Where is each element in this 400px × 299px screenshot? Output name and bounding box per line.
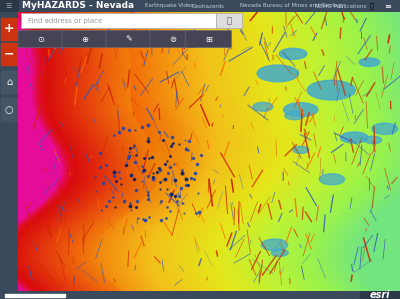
FancyBboxPatch shape [2, 71, 16, 93]
Ellipse shape [293, 147, 309, 153]
Ellipse shape [340, 132, 368, 143]
Text: MyHAZARDS - Nevada: MyHAZARDS - Nevada [22, 1, 134, 10]
Text: Earthquake Video: Earthquake Video [145, 4, 194, 8]
Ellipse shape [307, 80, 355, 100]
Ellipse shape [284, 103, 318, 117]
Text: NBMG Publications: NBMG Publications [315, 4, 366, 8]
Text: ☰: ☰ [6, 3, 12, 9]
Text: ⊞: ⊞ [205, 34, 212, 43]
Ellipse shape [261, 239, 288, 251]
FancyBboxPatch shape [106, 30, 152, 48]
FancyBboxPatch shape [21, 13, 216, 28]
Ellipse shape [372, 123, 398, 134]
Text: ⌕: ⌕ [226, 16, 231, 25]
Text: ✎: ✎ [126, 34, 133, 43]
Text: −: − [4, 47, 14, 60]
Ellipse shape [285, 111, 304, 120]
Ellipse shape [253, 102, 273, 111]
FancyBboxPatch shape [2, 98, 16, 121]
Bar [360, 291, 400, 299]
Text: +: + [4, 22, 14, 35]
Text: Find address or place: Find address or place [28, 18, 103, 24]
Text: ⌂: ⌂ [6, 77, 12, 87]
FancyBboxPatch shape [150, 30, 196, 48]
Ellipse shape [257, 65, 298, 82]
FancyBboxPatch shape [18, 30, 64, 48]
Ellipse shape [359, 58, 380, 66]
Text: ⊕: ⊕ [82, 34, 89, 43]
Text: 🌐: 🌐 [370, 3, 374, 9]
Text: esri: esri [370, 290, 390, 299]
Ellipse shape [319, 174, 344, 185]
Text: Nevada Bureau of Mines and Geology: Nevada Bureau of Mines and Geology [240, 4, 344, 8]
FancyBboxPatch shape [62, 30, 108, 48]
Ellipse shape [364, 136, 382, 144]
Bar [0, 0, 18, 12]
Text: Geohazards: Geohazards [192, 4, 225, 8]
Text: ○: ○ [5, 105, 13, 115]
Text: ≡: ≡ [384, 1, 392, 10]
Ellipse shape [271, 249, 288, 257]
FancyBboxPatch shape [2, 18, 16, 40]
FancyBboxPatch shape [2, 43, 16, 65]
Bar [5, 294, 65, 297]
FancyBboxPatch shape [185, 30, 232, 48]
FancyBboxPatch shape [216, 13, 242, 28]
Text: ⊙: ⊙ [38, 34, 45, 43]
Ellipse shape [279, 48, 307, 60]
Text: ⊜: ⊜ [170, 34, 177, 43]
